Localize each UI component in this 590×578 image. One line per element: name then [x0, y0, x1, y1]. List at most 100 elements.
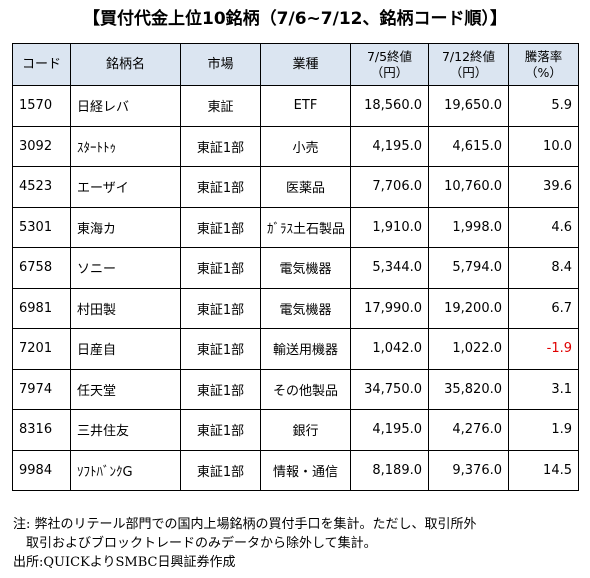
cell-code: 7201: [12, 328, 71, 370]
cell-code: 7974: [12, 368, 71, 410]
footnote: 注: 弊社のリテール部門での国内上場銘柄の買付手口を集計。ただし、取引所外 取引…: [13, 515, 583, 572]
header-code: コード: [12, 43, 71, 86]
cell-price-0712: 4,615.0: [428, 125, 509, 167]
cell-name: 村田製: [70, 287, 181, 329]
header-price2-date: 7/12終値: [441, 48, 496, 64]
table-row: 5301 東海カ 東証1部 ｶﾞﾗｽ土石製品 1,910.0 1,998.0 4.6: [12, 206, 579, 248]
cell-name: エーザイ: [70, 166, 181, 208]
header-price2-unit: （円）: [449, 64, 488, 80]
table-row: 1570 日経レバ 東証 ETF 18,560.0 19,650.0 5.9: [12, 85, 579, 127]
table-row: 8316 三井住友 東証1部 銀行 4,195.0 4,276.0 1.9: [12, 409, 579, 451]
cell-sector: 小売: [260, 125, 351, 167]
cell-change: 8.4: [508, 247, 579, 289]
cell-price-0712: 4,276.0: [428, 409, 509, 451]
cell-market: 東証1部: [180, 287, 261, 329]
cell-change: 1.9: [508, 409, 579, 451]
header-change: 騰落率 （%）: [508, 43, 579, 86]
header-price1: 7/5終値 （円）: [350, 43, 429, 86]
cell-change: 4.6: [508, 206, 579, 248]
cell-price-0712: 1,022.0: [428, 328, 509, 370]
header-change-unit: （%）: [525, 64, 562, 80]
cell-code: 1570: [12, 85, 71, 127]
cell-change: 14.5: [508, 449, 579, 491]
header-price2: 7/12終値 （円）: [428, 43, 509, 86]
cell-market: 東証1部: [180, 449, 261, 491]
cell-price-0705: 8,189.0: [350, 449, 429, 491]
cell-name: 三井住友: [70, 409, 181, 451]
cell-price-0712: 1,998.0: [428, 206, 509, 248]
cell-price-0705: 34,750.0: [350, 368, 429, 410]
cell-change: 3.1: [508, 368, 579, 410]
source-line: 出所:QUICKよりSMBC日興証券作成: [13, 555, 236, 570]
table-row: 9984 ｿﾌﾄﾊﾞﾝｸG 東証1部 情報・通信 8,189.0 9,376.0 14.5: [12, 449, 579, 491]
cell-code: 6981: [12, 287, 71, 329]
cell-sector: ETF: [260, 85, 351, 127]
footnote-line-2: 取引およびブロックトレードのみデータから除外して集計。: [26, 536, 377, 551]
table-row: 7201 日産自 東証1部 輸送用機器 1,042.0 1,022.0 -1.9: [12, 328, 579, 370]
cell-market: 東証1部: [180, 166, 261, 208]
cell-price-0712: 19,650.0: [428, 85, 509, 127]
ranking-table: コード 銘柄名 市場 業種 7/5終値 （円） 7/12終値 （円） 騰落率 （…: [12, 43, 579, 491]
cell-price-0705: 4,195.0: [350, 409, 429, 451]
cell-market: 東証1部: [180, 125, 261, 167]
cell-price-0705: 1,910.0: [350, 206, 429, 248]
table-row: 6981 村田製 東証1部 電気機器 17,990.0 19,200.0 6.7: [12, 287, 579, 329]
cell-price-0705: 7,706.0: [350, 166, 429, 208]
cell-price-0712: 10,760.0: [428, 166, 509, 208]
cell-price-0705: 1,042.0: [350, 328, 429, 370]
cell-code: 9984: [12, 449, 71, 491]
cell-code: 6758: [12, 247, 71, 289]
cell-name: 任天堂: [70, 368, 181, 410]
cell-price-0705: 18,560.0: [350, 85, 429, 127]
header-name: 銘柄名: [70, 43, 181, 86]
table-row: 6758 ソニー 東証1部 電気機器 5,344.0 5,794.0 8.4: [12, 247, 579, 289]
cell-change: 6.7: [508, 287, 579, 329]
cell-change: 39.6: [508, 166, 579, 208]
cell-market: 東証1部: [180, 247, 261, 289]
cell-name: ｿﾌﾄﾊﾞﾝｸG: [70, 449, 181, 491]
cell-sector: 情報・通信: [260, 449, 351, 491]
header-price1-date: 7/5終値: [366, 48, 413, 64]
cell-price-0712: 5,794.0: [428, 247, 509, 289]
cell-price-0705: 17,990.0: [350, 287, 429, 329]
table-row: 7974 任天堂 東証1部 その他製品 34,750.0 35,820.0 3.1: [12, 368, 579, 410]
cell-name: 日産自: [70, 328, 181, 370]
cell-market: 東証1部: [180, 409, 261, 451]
footnote-line-1: 注: 弊社のリテール部門での国内上場銘柄の買付手口を集計。ただし、取引所外: [13, 517, 477, 532]
table-row: 3092 ｽﾀｰﾄﾄｩ 東証1部 小売 4,195.0 4,615.0 10.0: [12, 125, 579, 167]
cell-change: 5.9: [508, 85, 579, 127]
table-row: 4523 エーザイ 東証1部 医薬品 7,706.0 10,760.0 39.6: [12, 166, 579, 208]
cell-name: 東海カ: [70, 206, 181, 248]
cell-market: 東証1部: [180, 206, 261, 248]
cell-price-0712: 9,376.0: [428, 449, 509, 491]
header-market: 市場: [180, 43, 261, 86]
cell-code: 4523: [12, 166, 71, 208]
header-sector: 業種: [260, 43, 351, 86]
cell-sector: 電気機器: [260, 287, 351, 329]
header-row: コード 銘柄名 市場 業種 7/5終値 （円） 7/12終値 （円） 騰落率 （…: [12, 43, 579, 86]
cell-market: 東証1部: [180, 368, 261, 410]
cell-sector: 電気機器: [260, 247, 351, 289]
cell-sector: その他製品: [260, 368, 351, 410]
page-title: 【買付代金上位10銘柄（7/6~7/12、銘柄コード順）】: [83, 9, 507, 29]
cell-sector: 輸送用機器: [260, 328, 351, 370]
header-change-label: 騰落率: [524, 48, 563, 64]
header-price1-unit: （円）: [370, 64, 409, 80]
cell-price-0712: 19,200.0: [428, 287, 509, 329]
cell-change: -1.9: [508, 328, 579, 370]
cell-sector: 銀行: [260, 409, 351, 451]
cell-price-0705: 5,344.0: [350, 247, 429, 289]
cell-name: ソニー: [70, 247, 181, 289]
cell-code: 5301: [12, 206, 71, 248]
cell-price-0712: 35,820.0: [428, 368, 509, 410]
cell-name: 日経レバ: [70, 85, 181, 127]
cell-price-0705: 4,195.0: [350, 125, 429, 167]
cell-market: 東証: [180, 85, 261, 127]
cell-market: 東証1部: [180, 328, 261, 370]
cell-code: 8316: [12, 409, 71, 451]
cell-code: 3092: [12, 125, 71, 167]
cell-sector: ｶﾞﾗｽ土石製品: [260, 206, 351, 248]
cell-change: 10.0: [508, 125, 579, 167]
cell-name: ｽﾀｰﾄﾄｩ: [70, 125, 181, 167]
cell-sector: 医薬品: [260, 166, 351, 208]
